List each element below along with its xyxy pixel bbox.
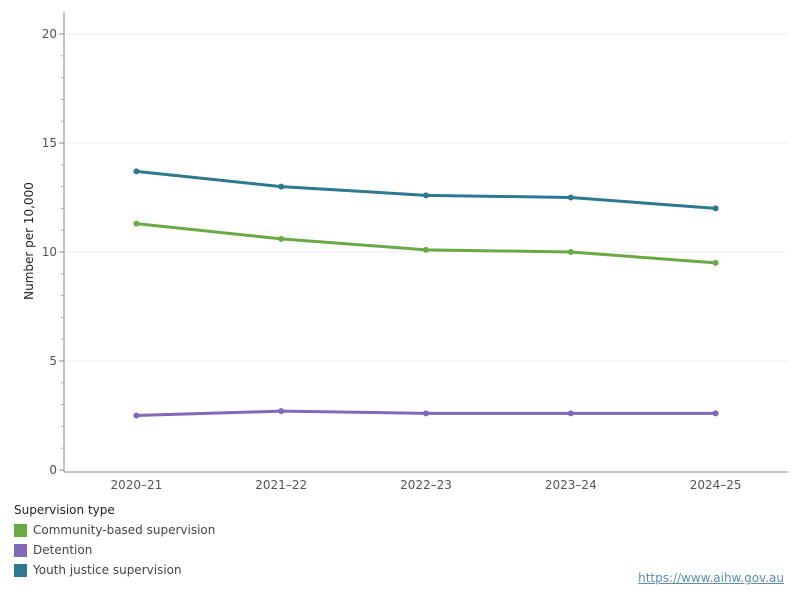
series-line-youth-justice-supervision [134, 169, 718, 210]
data-point-detention[interactable] [712, 410, 719, 417]
legend: Supervision type Community-based supervi… [14, 503, 215, 580]
legend-swatch [14, 563, 27, 577]
data-point-detention[interactable] [423, 410, 429, 417]
legend-title: Supervision type [14, 503, 115, 517]
series-line-community-based-supervision [134, 222, 718, 265]
y-tick-label: 10 [42, 245, 57, 259]
data-point-youth-justice-supervision[interactable] [278, 183, 285, 190]
data-point-youth-justice-supervision[interactable] [712, 205, 719, 212]
y-axis-title: Number per 10,000 [22, 182, 36, 300]
series-lines [133, 168, 719, 419]
x-tick-label: 2020–21 [110, 478, 162, 492]
legend-swatch [14, 523, 27, 537]
legend-item-youth-justice-supervision[interactable]: Youth justice supervision [14, 560, 215, 580]
y-tick-label: 15 [42, 136, 57, 150]
source-link[interactable]: https://www.aihw.gov.au [638, 571, 784, 585]
legend-label: Detention [33, 543, 93, 557]
y-tick-label: 5 [49, 354, 57, 368]
data-point-community-based-supervision[interactable] [567, 249, 574, 255]
legend-item-community-based-supervision[interactable]: Community-based supervision [14, 520, 215, 540]
x-tick-label: 2021–22 [255, 478, 307, 492]
data-point-detention[interactable] [567, 410, 574, 417]
y-tick-labels: 0 5 10 15 20 [42, 27, 57, 477]
y-minor-ticks [61, 55, 64, 449]
legend-label: Community-based supervision [33, 523, 216, 537]
data-point-community-based-supervision[interactable] [133, 220, 140, 227]
data-point-youth-justice-supervision[interactable] [423, 192, 429, 199]
data-point-youth-justice-supervision[interactable] [567, 194, 574, 201]
data-point-detention[interactable] [133, 412, 140, 419]
legend-swatch [14, 543, 27, 557]
x-tick-label: 2024–25 [690, 478, 742, 492]
data-point-youth-justice-supervision[interactable] [133, 168, 140, 175]
data-point-community-based-supervision[interactable] [712, 259, 719, 266]
x-tick-labels: 2020–21 2021–22 2022–23 2023–24 2024–25 [110, 478, 741, 492]
legend-item-detention[interactable]: Detention [14, 540, 215, 560]
gridlines [59, 33, 788, 471]
x-tick-label: 2023–24 [545, 478, 597, 492]
data-point-community-based-supervision[interactable] [278, 235, 285, 242]
data-point-community-based-supervision[interactable] [423, 246, 429, 253]
x-tick-label: 2022–23 [400, 478, 452, 492]
data-point-detention[interactable] [278, 408, 285, 415]
y-tick-label: 20 [42, 27, 57, 41]
y-tick-label: 0 [49, 463, 57, 477]
legend-label: Youth justice supervision [33, 563, 182, 577]
